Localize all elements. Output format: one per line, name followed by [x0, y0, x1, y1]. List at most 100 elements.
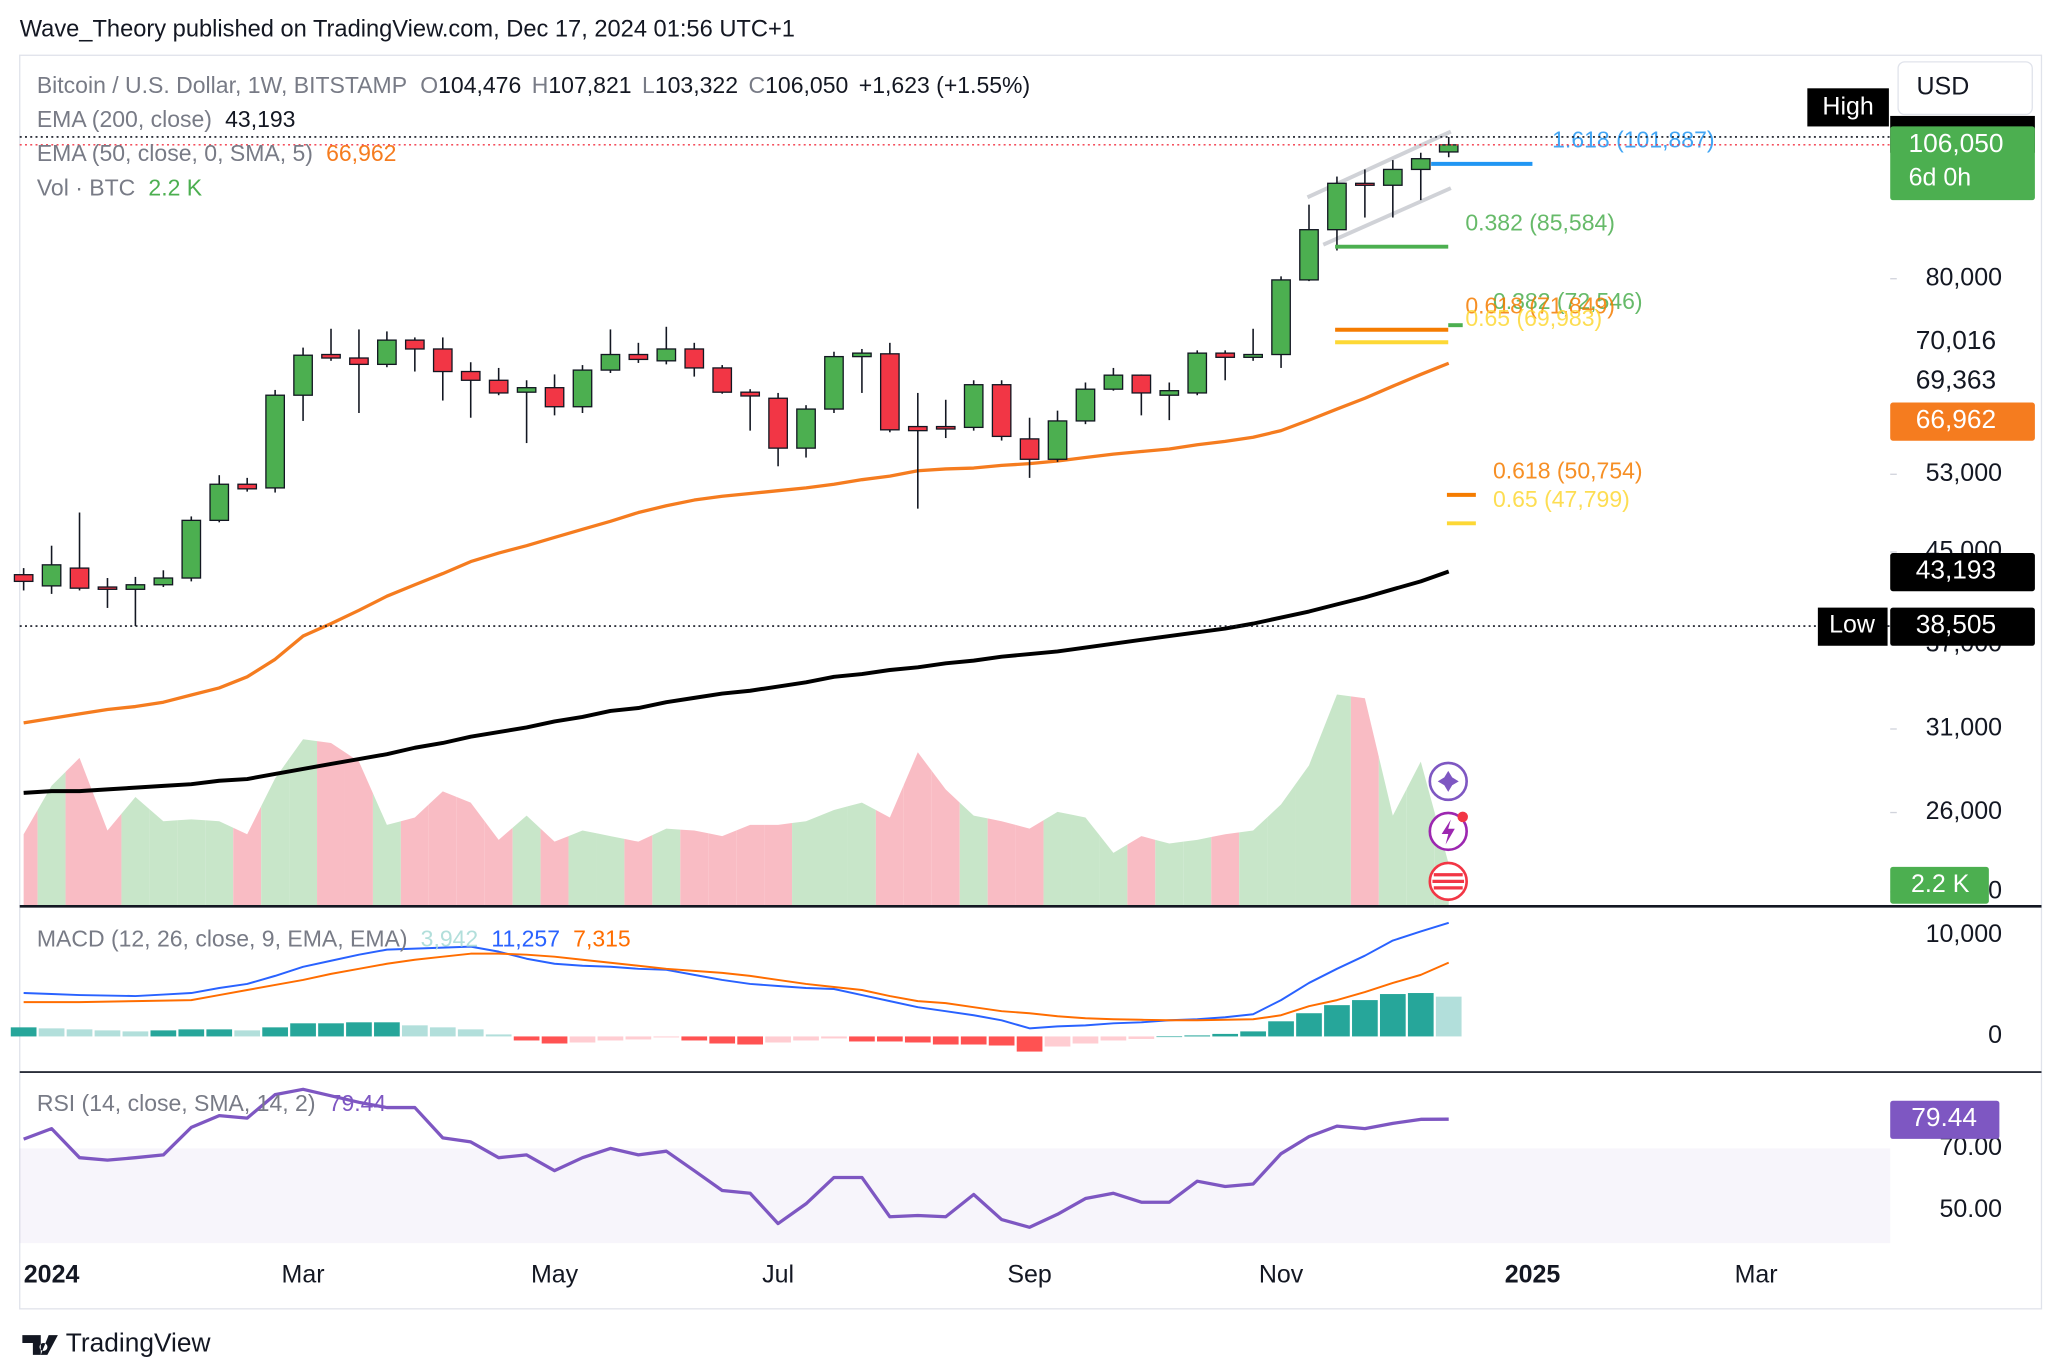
candle-body	[991, 384, 1012, 438]
volume-area	[652, 828, 681, 906]
ohlc-value: 104,476	[438, 72, 521, 98]
currency-button[interactable]	[1897, 61, 2033, 116]
volume-area	[792, 815, 821, 906]
macd-line	[23, 921, 1450, 1030]
candle-body	[1382, 168, 1403, 186]
candle-body	[572, 369, 593, 408]
legend-volume: Vol · BTC 2.2 K	[37, 175, 203, 201]
legend-value: 11,257	[491, 926, 560, 952]
volume-area	[596, 833, 625, 906]
candle-body	[1103, 374, 1124, 390]
volume-area	[1350, 696, 1379, 906]
volume-area	[708, 830, 737, 906]
volume-area	[568, 830, 597, 906]
volume-area	[1239, 817, 1268, 906]
macd-histogram-bar	[206, 1029, 233, 1037]
candle-body	[1047, 420, 1068, 460]
volume-area	[680, 829, 709, 906]
low-tag	[1817, 607, 1888, 646]
price-badge	[1890, 553, 2035, 592]
candle-body	[1131, 374, 1152, 394]
macd-histogram-bar	[1296, 1013, 1322, 1037]
volume-area	[149, 809, 178, 906]
candle-body	[544, 387, 565, 408]
macd-histogram-bar	[457, 1029, 484, 1037]
ohlc-letter: H	[532, 72, 549, 98]
volume-area	[847, 802, 876, 906]
candle-body	[907, 425, 928, 432]
ema-line	[23, 361, 1450, 725]
volume-area	[1043, 811, 1072, 906]
low-tag-label: Low	[1829, 611, 1876, 639]
macd-histogram-bar	[346, 1022, 372, 1037]
candle-body	[712, 367, 733, 393]
candle-body	[1075, 388, 1096, 422]
candle-body	[404, 339, 425, 350]
macd-histogram-bar	[625, 1036, 652, 1040]
countdown: 6d 0h	[1909, 164, 1972, 192]
macd-histogram-bar	[1072, 1036, 1099, 1044]
candle-body	[69, 567, 90, 589]
icon-glyph	[1437, 770, 1459, 792]
legend-name: RSI (14, close, SMA, 14, 2)	[37, 1090, 316, 1116]
candle-body	[97, 586, 118, 590]
price-badge	[1890, 126, 2035, 201]
legend-ema200: EMA (200, close) 43,193	[37, 106, 296, 132]
candle-body	[377, 339, 397, 366]
ohlc-value: 106,050	[765, 72, 848, 98]
candle-body	[1327, 182, 1347, 231]
volume-area	[1322, 694, 1351, 906]
price-badge	[1890, 607, 2035, 646]
legend-name: MACD (12, 26, close, 9, EMA, EMA)	[37, 926, 408, 952]
macd-histogram-bar	[904, 1036, 931, 1043]
volume-area	[987, 818, 1016, 906]
macd-histogram-bar	[1016, 1036, 1043, 1052]
candle-body	[796, 408, 816, 449]
volume-area	[903, 752, 932, 906]
candle-body	[1410, 158, 1431, 171]
volume-area	[289, 739, 318, 906]
candle-body	[1271, 279, 1291, 356]
volume-area	[1406, 761, 1435, 906]
icon-glyph	[1432, 873, 1465, 890]
macd-histogram-bar	[513, 1036, 540, 1041]
candle-body	[852, 352, 872, 358]
plot-layer: 80,00053,00045,00037,00031,00026,00022,0…	[10, 88, 2042, 1289]
candle-body	[293, 354, 313, 396]
legend-value: 7,315	[573, 926, 631, 952]
fib-label: 0.618 (71,849)	[1465, 292, 1615, 318]
legend-ohlc: Bitcoin / U.S. Dollar, 1W, BITSTAMP O104,…	[37, 72, 1030, 98]
macd-histogram-bar	[38, 1028, 65, 1037]
volume-area	[233, 806, 262, 906]
macd-histogram-bar	[122, 1031, 149, 1037]
x-tick-label: May	[531, 1261, 579, 1289]
macd-histogram-bar	[1268, 1021, 1294, 1037]
volume-area	[1015, 820, 1044, 906]
legend-value: 66,962	[326, 140, 396, 166]
price-badge-label: 43,193	[1916, 554, 1996, 584]
macd-histogram-bar	[597, 1036, 624, 1041]
volume-badge-label: 2.2 K	[1911, 870, 1970, 898]
candle-body	[824, 355, 844, 410]
volume-area	[37, 771, 66, 906]
volume-area	[1183, 837, 1212, 906]
candle-body	[125, 584, 146, 590]
y-tick-label: 53,000	[1926, 459, 2002, 487]
price-badge-label: 70,016	[1916, 325, 1996, 355]
candle-body	[209, 483, 230, 522]
channel-line	[1322, 186, 1452, 247]
macd-histogram-bar	[1352, 1000, 1378, 1037]
legend-value: 79.44	[329, 1090, 387, 1116]
rsi-badge-label: 79.44	[1911, 1102, 1977, 1132]
macd-histogram-bar	[849, 1036, 875, 1042]
candle-body	[656, 348, 677, 362]
volume-area	[1211, 832, 1240, 906]
candle-body	[41, 564, 62, 587]
candle-body	[1243, 353, 1263, 358]
y-tick-label: 26,000	[1926, 797, 2002, 825]
candle-body	[879, 353, 900, 431]
macd-histogram-bar	[569, 1036, 596, 1043]
macd-histogram-bar	[234, 1030, 261, 1037]
macd-histogram-bar	[1379, 994, 1406, 1037]
